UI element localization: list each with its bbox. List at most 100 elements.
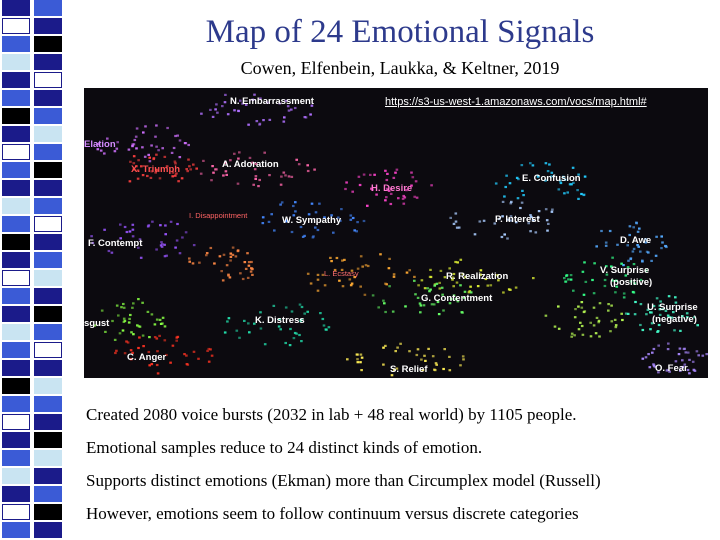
map-point	[503, 233, 506, 236]
map-point	[341, 285, 345, 288]
strip-block	[2, 54, 30, 70]
map-point	[451, 278, 454, 281]
map-point	[565, 274, 568, 277]
map-point	[416, 296, 420, 299]
map-point	[137, 159, 140, 162]
map-point	[505, 174, 508, 177]
map-point	[152, 157, 156, 160]
map-point	[646, 308, 650, 311]
map-point	[408, 269, 411, 272]
map-point	[319, 312, 322, 315]
map-point	[233, 109, 236, 112]
map-point	[584, 280, 588, 283]
map-point	[278, 102, 282, 105]
map-point	[657, 323, 661, 327]
map-point	[591, 278, 594, 282]
map-point	[115, 147, 119, 150]
map-point	[303, 234, 306, 237]
map-point	[170, 151, 174, 154]
map-point	[284, 174, 287, 177]
map-point	[127, 321, 131, 324]
map-point	[595, 316, 599, 319]
map-point	[639, 323, 642, 327]
strip-block	[34, 198, 62, 214]
map-point	[161, 322, 164, 325]
map-point	[393, 368, 396, 371]
map-point	[650, 259, 653, 262]
map-point	[289, 327, 292, 331]
map-point	[318, 202, 321, 205]
map-point	[165, 353, 168, 357]
map-point	[207, 360, 211, 363]
map-point	[253, 168, 257, 171]
map-point	[209, 348, 212, 351]
slide-title: Map of 24 Emotional Signals	[205, 14, 595, 50]
map-point	[309, 282, 313, 285]
map-point	[149, 176, 153, 179]
map-point	[428, 275, 432, 278]
map-point	[420, 358, 423, 361]
map-point	[129, 160, 132, 163]
map-point	[138, 238, 142, 241]
map-point	[659, 300, 662, 303]
strip-block	[34, 270, 62, 286]
map-point	[135, 127, 139, 130]
label-fear: O. Fear	[655, 363, 688, 374]
map-point	[562, 175, 565, 178]
map-point	[119, 223, 122, 226]
map-point	[166, 126, 169, 130]
map-point	[404, 305, 407, 308]
map-point	[157, 149, 160, 152]
strip-block	[34, 234, 62, 250]
map-point	[392, 275, 396, 278]
strip-block	[34, 90, 62, 106]
map-point	[153, 323, 157, 326]
map-point	[175, 239, 179, 242]
map-point	[438, 287, 442, 290]
map-point	[90, 235, 93, 238]
map-point	[441, 293, 444, 296]
map-point	[686, 316, 689, 319]
map-point	[634, 300, 637, 304]
map-point	[604, 244, 608, 247]
map-point	[128, 317, 131, 320]
map-point	[130, 358, 133, 361]
map-point	[449, 297, 453, 301]
map-point	[198, 261, 201, 264]
map-point	[520, 164, 524, 167]
map-point	[582, 310, 586, 314]
strip-block	[34, 342, 62, 358]
map-point	[462, 358, 465, 361]
map-point	[163, 255, 167, 258]
map-point	[340, 268, 344, 271]
map-point	[255, 120, 259, 123]
map-point	[454, 298, 458, 301]
map-point	[668, 370, 671, 373]
map-point	[303, 312, 306, 315]
map-point	[611, 256, 614, 259]
map-point	[664, 309, 668, 312]
map-point	[115, 349, 118, 352]
map-point	[155, 168, 158, 171]
strip-block	[2, 468, 30, 484]
map-point	[517, 178, 520, 181]
map-point	[515, 176, 519, 179]
map-point	[192, 163, 195, 166]
map-point	[501, 200, 505, 203]
map-point	[420, 279, 424, 282]
map-point	[627, 259, 630, 262]
map-point	[546, 229, 549, 232]
strip-block	[2, 504, 30, 520]
map-point	[335, 256, 339, 260]
map-point	[397, 197, 400, 200]
map-point	[176, 335, 180, 338]
map-link[interactable]: https://s3-us-west-1.amazonaws.com/vocs/…	[385, 96, 647, 108]
map-point	[371, 188, 374, 191]
map-point	[607, 309, 610, 312]
map-point	[178, 139, 182, 142]
map-point	[215, 103, 218, 106]
map-point	[159, 224, 162, 227]
map-point	[295, 158, 298, 161]
map-point	[433, 283, 437, 286]
map-point	[159, 244, 163, 247]
